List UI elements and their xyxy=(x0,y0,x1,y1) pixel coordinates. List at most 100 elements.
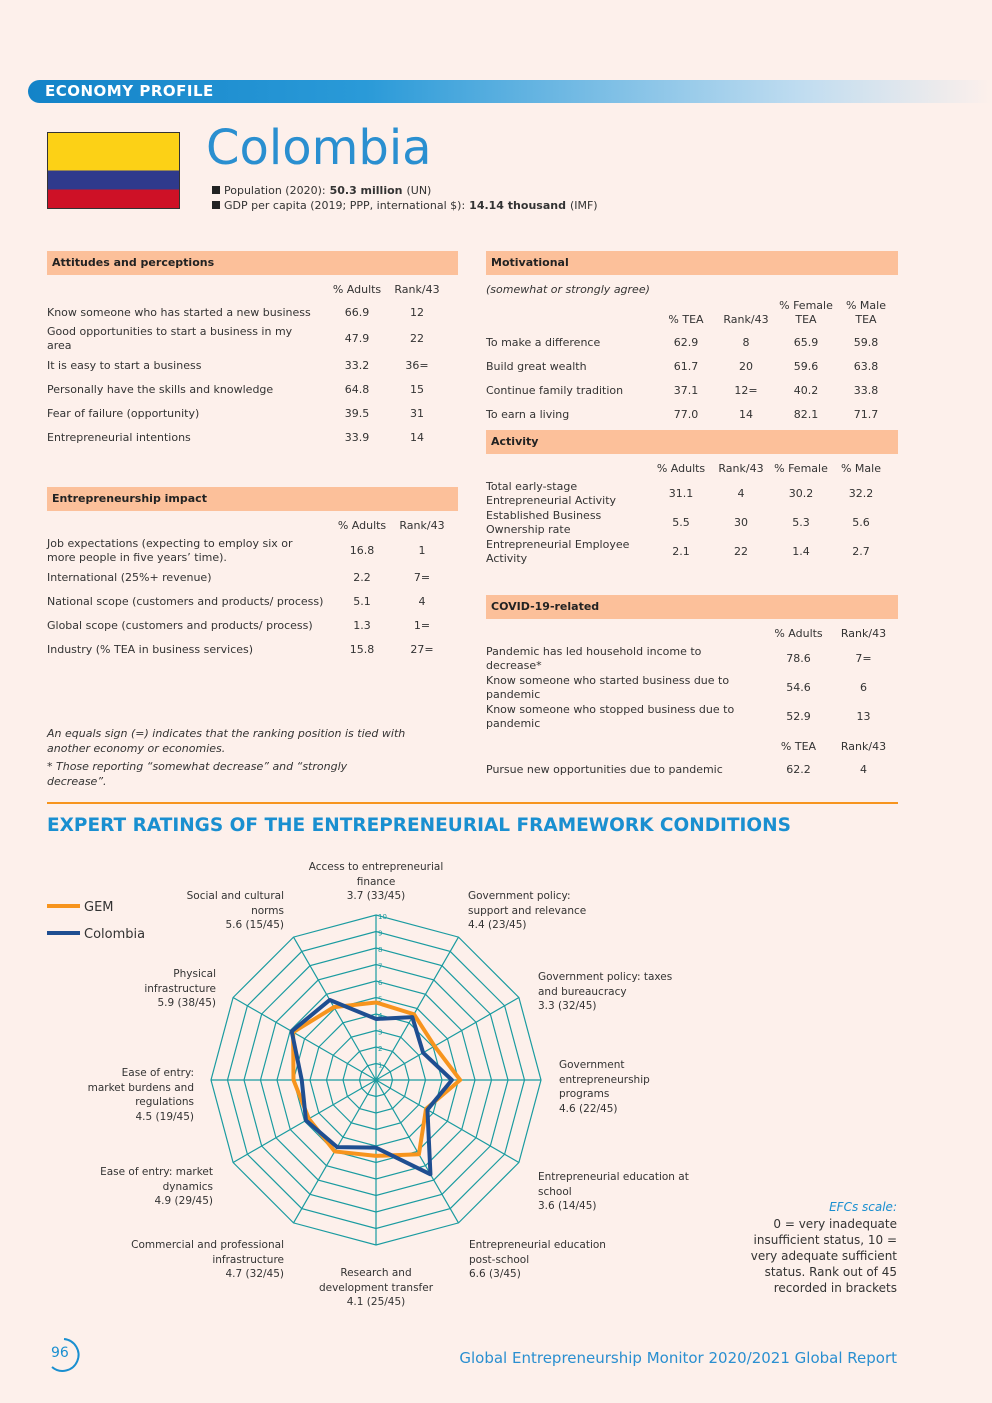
cell-value: 40.2 xyxy=(793,383,819,397)
table-row: International (25%+ revenue) 2.2 7= xyxy=(47,566,458,589)
flag-blue xyxy=(47,170,180,190)
cell-value: 63.8 xyxy=(853,359,879,373)
table: Attitudes and perceptions % Adults Rank/43… xyxy=(47,251,458,450)
cell-value: 4 xyxy=(737,487,745,500)
table-row: Job expectations (expecting to employ si… xyxy=(47,537,458,565)
table-row: Personally have the skills and knowledge… xyxy=(47,378,458,401)
row-label: Fear of failure (opportunity) xyxy=(47,406,200,420)
cell-value: 77.0 xyxy=(673,407,699,421)
axis-value: 3.6 (14/45) xyxy=(538,1200,597,1212)
spoke xyxy=(232,996,377,1081)
cell-value: 30 xyxy=(734,516,748,529)
cell-value: 32.2 xyxy=(848,487,874,500)
cell-value: 16.8 xyxy=(349,544,375,557)
row-label: Job expectations (expecting to employ si… xyxy=(47,537,293,564)
axis-label: Entrepreneurial education post-school 6.6… xyxy=(469,1238,634,1282)
cell-value: 15 xyxy=(410,382,424,396)
axis-value: 5.6 (15/45) xyxy=(225,919,285,931)
note: An equals sign (=) indicates that the ra… xyxy=(47,727,406,755)
cell-value: 37.1 xyxy=(673,383,699,397)
cell-value: 12= xyxy=(734,383,758,397)
axis-name: Access to entrepreneurial finance xyxy=(308,861,444,888)
cell-value: 64.8 xyxy=(344,382,370,396)
axis-label: Government entrepreneurship programs 4.6 … xyxy=(559,1058,671,1116)
cell-value: 39.5 xyxy=(344,406,370,420)
cell-value: 31 xyxy=(410,406,424,420)
r-tick-label: 8 xyxy=(378,946,382,954)
column-header-row: % Adults Rank/43 xyxy=(47,275,458,301)
column-header: % Adults xyxy=(337,519,387,532)
cell-value: 52.9 xyxy=(786,710,811,723)
cell-value: 6 xyxy=(860,681,867,694)
table-title: Entrepreneurship impact xyxy=(47,487,458,511)
series-line xyxy=(289,997,454,1177)
scale-text: 0 = very inadequate insufficient status,… xyxy=(750,1217,897,1295)
row-label: Entrepreneurial intentions xyxy=(47,430,191,444)
row-label: To earn a living xyxy=(486,407,570,421)
axis-name: Social and cultural norms xyxy=(186,890,284,917)
cell-value: 5.1 xyxy=(353,594,371,608)
axis-value: 4.9 (29/45) xyxy=(154,1195,214,1207)
column-header: Rank/43 xyxy=(718,462,764,475)
column-header: Rank/43 xyxy=(723,313,769,326)
cell-value: 14 xyxy=(410,430,424,444)
column-header-row: % Adults Rank/43 % Female % Male xyxy=(486,454,898,480)
row-label: It is easy to start a business xyxy=(47,358,202,372)
column-header: % Male xyxy=(840,462,881,475)
axis-label: Ease of entry: market dynamics 4.9 (29/45… xyxy=(98,1165,213,1209)
axis-label: Physical infrastructure 5.9 (38/45) xyxy=(121,967,216,1011)
column-header-row: % TEA Rank/43 xyxy=(486,732,898,758)
page-arc xyxy=(51,1338,80,1372)
cell-value: 5.5 xyxy=(672,516,690,529)
row-label: National scope (customers and products/ … xyxy=(47,594,324,608)
axis-name: Government entrepreneurship programs xyxy=(559,1059,650,1100)
cell-value: 61.7 xyxy=(673,359,699,373)
row-label: Global scope (customers and products/ pr… xyxy=(47,618,313,632)
fact-source: (UN) xyxy=(406,184,432,197)
column-header: Rank/43 xyxy=(840,627,887,640)
r-tick-label: 3 xyxy=(378,1029,382,1037)
axis-name: Ease of entry: market dynamics xyxy=(100,1166,213,1193)
axis-name: Government policy: taxes and bureaucracy xyxy=(538,971,673,998)
table-row: Entrepreneurial intentions 33.9 14 xyxy=(47,426,458,449)
table-row: Entrepreneurial Employee Activity 2.1 22 1.… xyxy=(486,538,898,566)
table-title: Activity xyxy=(486,430,898,454)
axis-name: Entrepreneurial education at school xyxy=(538,1171,689,1198)
r-tick-label: 5 xyxy=(378,996,382,1004)
axis-value: 4.4 (23/45) xyxy=(468,919,527,931)
flag-border xyxy=(47,132,180,209)
cell-value: 30.2 xyxy=(788,487,814,500)
bullet xyxy=(212,186,220,194)
axis-label: Commercial and professional infrastructu… xyxy=(99,1238,284,1282)
spoke xyxy=(375,1079,460,1224)
axis-name: Ease of entry: market burdens and regula… xyxy=(87,1067,194,1108)
table-row: Global scope (customers and products/ pr… xyxy=(47,614,458,637)
fact-source: (IMF) xyxy=(569,199,598,212)
radar-chart: 1 2 3 4 5 6 7 8 9 10 GEM Colombia xyxy=(47,900,542,1246)
axis-name: Physical infrastructure xyxy=(144,968,216,995)
row-label: To make a difference xyxy=(486,335,601,349)
spoke xyxy=(375,936,460,1081)
r-tick-label: 7 xyxy=(378,963,382,971)
cell-value: 33.8 xyxy=(853,383,879,397)
cell-value: 14 xyxy=(739,407,753,421)
legend-label: Colombia xyxy=(84,927,145,942)
table-row: Know someone who started business due to… xyxy=(486,674,898,702)
column-header-row: % Adults Rank/43 xyxy=(47,511,458,537)
fact-value: 14.14 thousand xyxy=(469,199,566,212)
table: Activity % Adults Rank/43 % Female % Male Tot… xyxy=(486,430,898,567)
axis-label: Entrepreneurial education at school 3.6 (… xyxy=(538,1170,703,1214)
cell-value: 31.1 xyxy=(668,487,694,500)
footer-text: Global Entrepreneurship Monitor 2020/202… xyxy=(459,1349,897,1367)
cell-value: 4 xyxy=(860,762,867,776)
cell-value: 20 xyxy=(739,359,753,373)
spoke xyxy=(375,996,520,1081)
table-row: Total early-stage Entrepreneurial Activi… xyxy=(486,480,898,508)
column-header: % Female TEA xyxy=(779,299,833,326)
cell-value: 4 xyxy=(418,594,426,608)
cell-value: 59.8 xyxy=(853,335,879,349)
r-tick-label: 2 xyxy=(378,1045,382,1053)
page-number: 96 xyxy=(51,1345,69,1361)
cell-value: 2.7 xyxy=(852,545,870,558)
cell-value: 7= xyxy=(413,570,431,584)
